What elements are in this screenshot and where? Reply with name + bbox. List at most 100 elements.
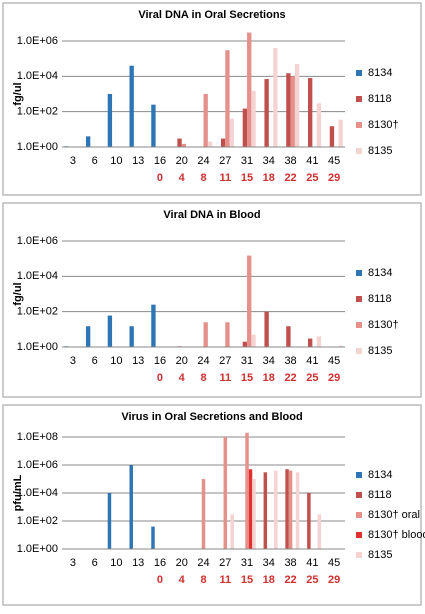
legend-label: 8134 — [368, 469, 392, 481]
bar — [85, 136, 91, 147]
x-tick-label: 34 — [263, 557, 275, 569]
bar — [264, 79, 269, 147]
y-tick-label: 1.0E+02 — [17, 515, 58, 527]
bar — [220, 138, 226, 147]
x-tick-label: 3 — [70, 557, 76, 569]
x-tick-label-secondary: 25 — [306, 372, 318, 384]
y-tick-label: 1.0E+02 — [17, 106, 58, 118]
y-tick-label: 1.0E+00 — [17, 341, 58, 353]
x-tick-label: 16 — [154, 557, 166, 569]
x-tick-label: 38 — [284, 155, 296, 167]
x-tick-label: 41 — [306, 355, 318, 367]
x-tick-label-secondary: 25 — [306, 574, 318, 586]
x-tick-label: 10 — [110, 355, 122, 367]
x-tick-label: 45 — [328, 557, 340, 569]
bar — [263, 472, 268, 549]
bar — [316, 103, 322, 147]
bar — [274, 470, 278, 549]
x-tick-label: 27 — [219, 155, 231, 167]
panel — [2, 404, 422, 606]
x-tick-label-secondary: 25 — [306, 172, 318, 184]
x-tick-label-secondary: 11 — [219, 574, 231, 586]
x-tick-label-secondary: 22 — [284, 574, 296, 586]
bar — [129, 465, 133, 549]
bar — [252, 479, 256, 549]
x-tick-label: 13 — [132, 155, 144, 167]
bar — [316, 336, 322, 347]
bar — [286, 73, 291, 147]
legend-swatch — [356, 270, 362, 276]
y-tick-label: 1.0E+06 — [17, 235, 58, 247]
chart-title: Virus in Oral Secretions and Blood — [121, 411, 302, 423]
legend-swatch — [356, 552, 362, 558]
y-tick-label: 1.0E+02 — [17, 306, 58, 318]
x-tick-label: 3 — [70, 355, 76, 367]
x-tick-label-secondary: 15 — [241, 574, 253, 586]
bar — [251, 334, 256, 347]
bar — [225, 50, 230, 147]
legend-swatch — [356, 348, 362, 354]
bar — [307, 78, 313, 147]
bar — [288, 470, 293, 549]
bar — [286, 326, 291, 347]
y-tick-label: 1.0E+00 — [17, 543, 58, 555]
legend-label: 8118 — [368, 293, 392, 305]
legend-swatch — [356, 492, 362, 498]
bar — [107, 315, 113, 347]
legend-swatch — [356, 512, 362, 518]
x-tick-label-secondary: 22 — [284, 372, 296, 384]
bar — [207, 141, 213, 147]
bar — [230, 514, 234, 549]
bar — [247, 32, 252, 147]
bar — [229, 118, 234, 147]
x-tick-label-secondary: 4 — [179, 372, 186, 384]
x-tick-label: 24 — [197, 557, 209, 569]
bar — [151, 526, 155, 549]
x-tick-label: 6 — [92, 557, 98, 569]
x-tick-label: 24 — [197, 355, 209, 367]
x-tick-label: 20 — [176, 355, 188, 367]
bar — [294, 63, 300, 147]
panel — [2, 2, 422, 196]
x-tick-label-secondary: 0 — [157, 574, 163, 586]
bar — [247, 255, 252, 347]
x-tick-label-secondary: 8 — [200, 172, 206, 184]
legend-label: 8130† — [368, 119, 399, 131]
y-axis-label: pfu/mL — [12, 474, 24, 511]
y-tick-label: 1.0E+04 — [17, 487, 58, 499]
x-tick-label: 34 — [263, 355, 275, 367]
x-tick-label: 38 — [284, 557, 296, 569]
chart-title: Viral DNA in Blood — [163, 209, 260, 221]
x-tick-label: 27 — [219, 355, 231, 367]
x-tick-label: 10 — [110, 155, 122, 167]
bar — [223, 437, 228, 549]
x-tick-label: 16 — [154, 355, 166, 367]
bar — [285, 469, 289, 549]
y-tick-label: 1.0E+00 — [17, 141, 58, 153]
x-tick-label: 31 — [241, 355, 253, 367]
bar — [203, 94, 208, 147]
x-tick-label-secondary: 15 — [241, 372, 253, 384]
y-tick-label: 1.0E+06 — [17, 459, 58, 471]
y-axis-label: fg/ul — [12, 282, 24, 305]
bar — [201, 479, 206, 549]
y-tick-label: 1.0E+04 — [17, 70, 58, 82]
bar — [107, 94, 113, 147]
legend-swatch — [356, 532, 362, 538]
x-tick-label-secondary: 18 — [263, 372, 275, 384]
bar — [338, 345, 343, 347]
legend-label: 8130† blood — [368, 529, 425, 541]
x-tick-label-secondary: 4 — [179, 172, 186, 184]
legend-label: 8118 — [368, 93, 392, 105]
legend-label: 8130† — [368, 319, 399, 331]
bar — [307, 493, 311, 549]
bar — [129, 65, 134, 147]
legend-label: 8118 — [368, 489, 392, 501]
x-tick-label: 45 — [328, 355, 340, 367]
x-tick-label: 20 — [176, 155, 188, 167]
legend-swatch — [356, 148, 362, 154]
bar — [248, 469, 253, 549]
x-tick-label-secondary: 4 — [179, 574, 186, 586]
panel — [2, 202, 422, 398]
